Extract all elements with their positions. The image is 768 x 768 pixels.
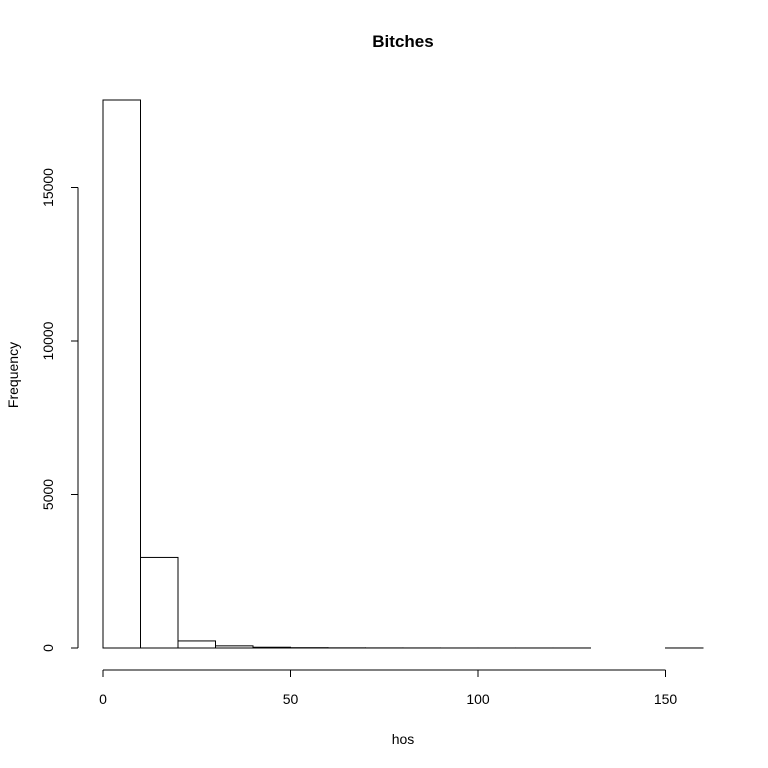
x-tick-label: 50 <box>283 691 299 707</box>
x-axis: 0 50 100 150 <box>99 669 678 707</box>
histogram-bar <box>215 645 254 649</box>
bars <box>102 99 704 649</box>
y-axis-label: Frequency <box>5 342 21 408</box>
y-tick-label: 5000 <box>40 479 56 510</box>
histogram-bar <box>140 556 179 649</box>
x-axis-label: hos <box>392 731 415 747</box>
chart-title: Bitches <box>372 32 433 51</box>
x-tick-label: 150 <box>654 691 678 707</box>
y-tick-label: 0 <box>40 644 56 652</box>
x-tick-label: 100 <box>466 691 490 707</box>
histogram-bar <box>252 646 291 649</box>
y-axis: 0 5000 10000 15000 <box>40 168 79 652</box>
y-tick-label: 10000 <box>40 321 56 360</box>
x-tick-label: 0 <box>99 691 107 707</box>
histogram-bar <box>102 99 141 649</box>
histogram-bar <box>177 640 216 649</box>
y-tick-label: 15000 <box>40 168 56 207</box>
